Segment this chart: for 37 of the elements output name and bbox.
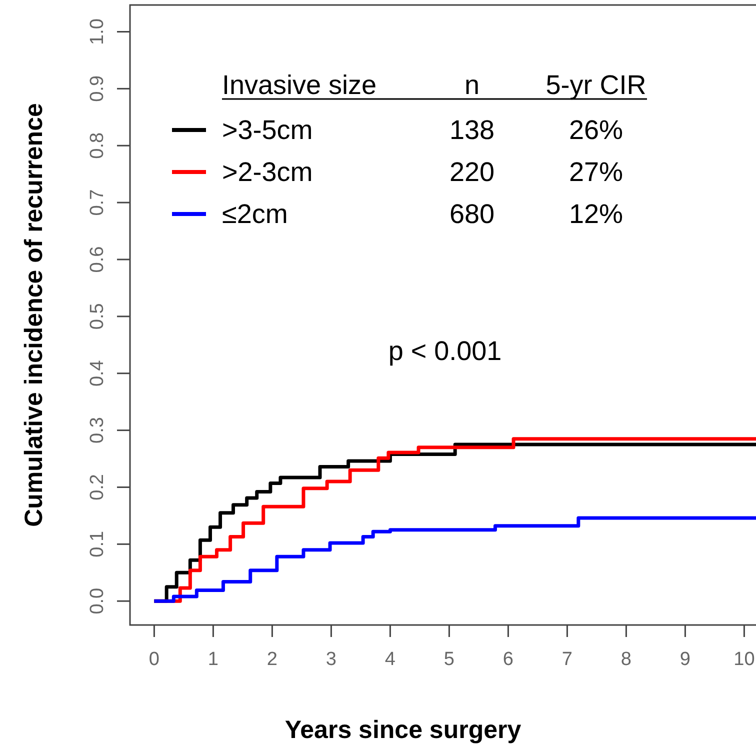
x-tick-label: 10 [734,649,755,670]
y-tick-label: 1.0 [87,18,108,45]
x-tick-label: 2 [266,649,278,670]
legend-label: >2-3cm [222,157,313,187]
annotation: 27% [568,157,624,187]
x-tick-label: 3 [326,649,336,670]
y-tick-label: 0.6 [87,246,108,273]
y-tick-label: 0.1 [87,530,108,558]
x-tick-label: 6 [502,649,514,670]
y-tick-label: 0.0 [87,588,108,614]
legend-label: >3-5cm [222,115,313,145]
legend-label: ≤2cm [222,199,288,229]
annotation: 5-yr CIR [546,70,646,100]
annotation: 138 [449,115,495,145]
y-axis-title: Cumulative incidence of recurrence [20,103,48,527]
y-tick-label: 0.8 [87,132,108,159]
annotation: 220 [449,157,495,187]
x-tick-label: 4 [384,649,396,670]
annotation: p < 0.001 [388,336,502,366]
x-tick-label: 9 [680,649,690,670]
y-tick-label: 0.4 [87,360,108,387]
x-tick-label: 7 [562,649,572,670]
x-axis-title: Years since surgery [284,716,522,744]
y-tick-label: 0.3 [87,417,108,444]
annotation: 680 [449,199,495,229]
y-tick-label: 0.7 [87,189,108,216]
y-tick-label: 0.9 [87,75,108,102]
y-tick-label: 0.5 [87,303,108,330]
x-tick-label: 8 [620,649,632,670]
x-tick-label: 1 [208,649,218,670]
annotation: n [464,70,480,100]
legend-title: Invasive size [222,70,377,100]
annotation: 26% [568,115,624,145]
annotation: 12% [568,199,624,229]
y-tick-label: 0.2 [87,474,108,500]
x-tick-label: 5 [444,649,454,670]
x-tick-label: 0 [148,649,160,670]
